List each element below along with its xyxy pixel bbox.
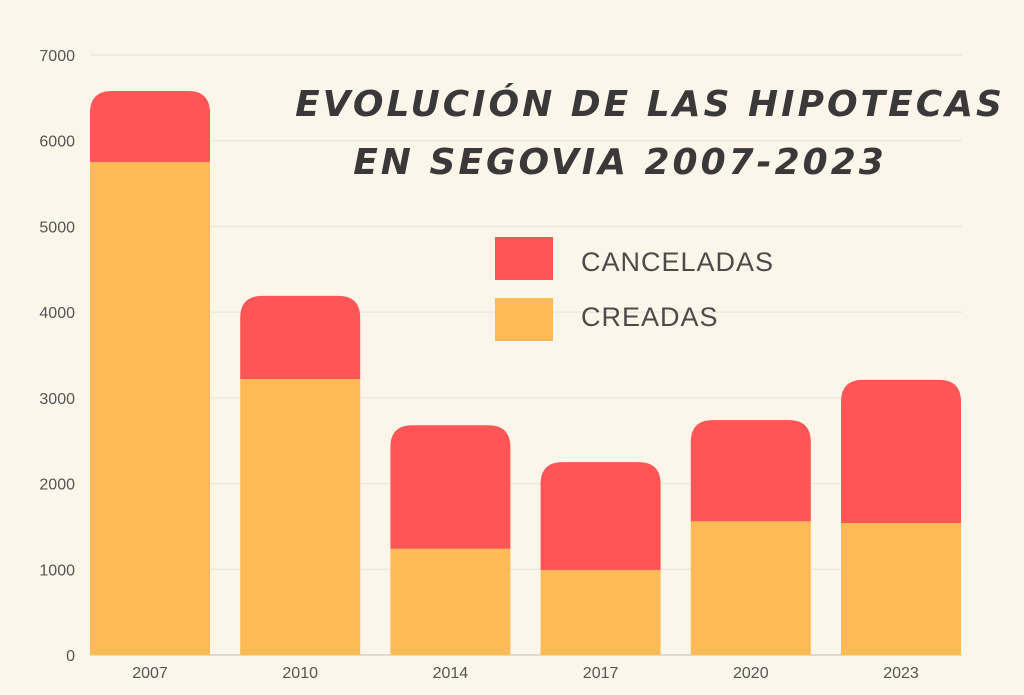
legend-swatch-canceladas (495, 237, 553, 280)
x-tick-label: 2023 (883, 665, 919, 682)
bar-canceladas-2007 (90, 91, 210, 163)
bar-creadas-2023 (841, 523, 961, 655)
legend-label-canceladas: CANCELADAS (581, 247, 775, 277)
bar-creadas-2020 (690, 521, 811, 655)
y-tick-label: 5000 (39, 219, 75, 236)
y-tick-label: 0 (66, 648, 75, 665)
x-tick-label: 2020 (733, 665, 769, 682)
bar-creadas-2010 (240, 379, 361, 655)
y-tick-label: 7000 (39, 48, 75, 65)
chart-title-line-1: EVOLUCIÓN DE LAS HIPOTECAS (295, 84, 1005, 125)
bar-creadas-2007 (90, 162, 210, 655)
bar-canceladas-2023 (841, 379, 961, 523)
y-tick-label: 2000 (39, 477, 75, 494)
bar-canceladas-2020 (690, 420, 811, 522)
chart-title-line-2: EN SEGOVIA 2007-2023 (353, 142, 887, 183)
bar-canceladas-2014 (390, 425, 511, 549)
y-tick-label: 3000 (39, 391, 75, 408)
bar-canceladas-2010 (240, 295, 361, 379)
bar-creadas-2014 (390, 548, 511, 655)
y-tick-label: 1000 (39, 562, 75, 579)
x-tick-label: 2010 (282, 665, 318, 682)
y-tick-label: 4000 (39, 305, 75, 322)
x-tick-label: 2014 (433, 665, 469, 682)
x-tick-label: 2007 (132, 665, 168, 682)
y-tick-label: 6000 (39, 134, 75, 151)
legend-swatch-creadas (495, 298, 553, 341)
bar-creadas-2017 (540, 570, 661, 655)
bar-canceladas-2017 (540, 462, 661, 571)
x-tick-label: 2017 (583, 665, 619, 682)
legend-label-creadas: CREADAS (581, 302, 719, 332)
